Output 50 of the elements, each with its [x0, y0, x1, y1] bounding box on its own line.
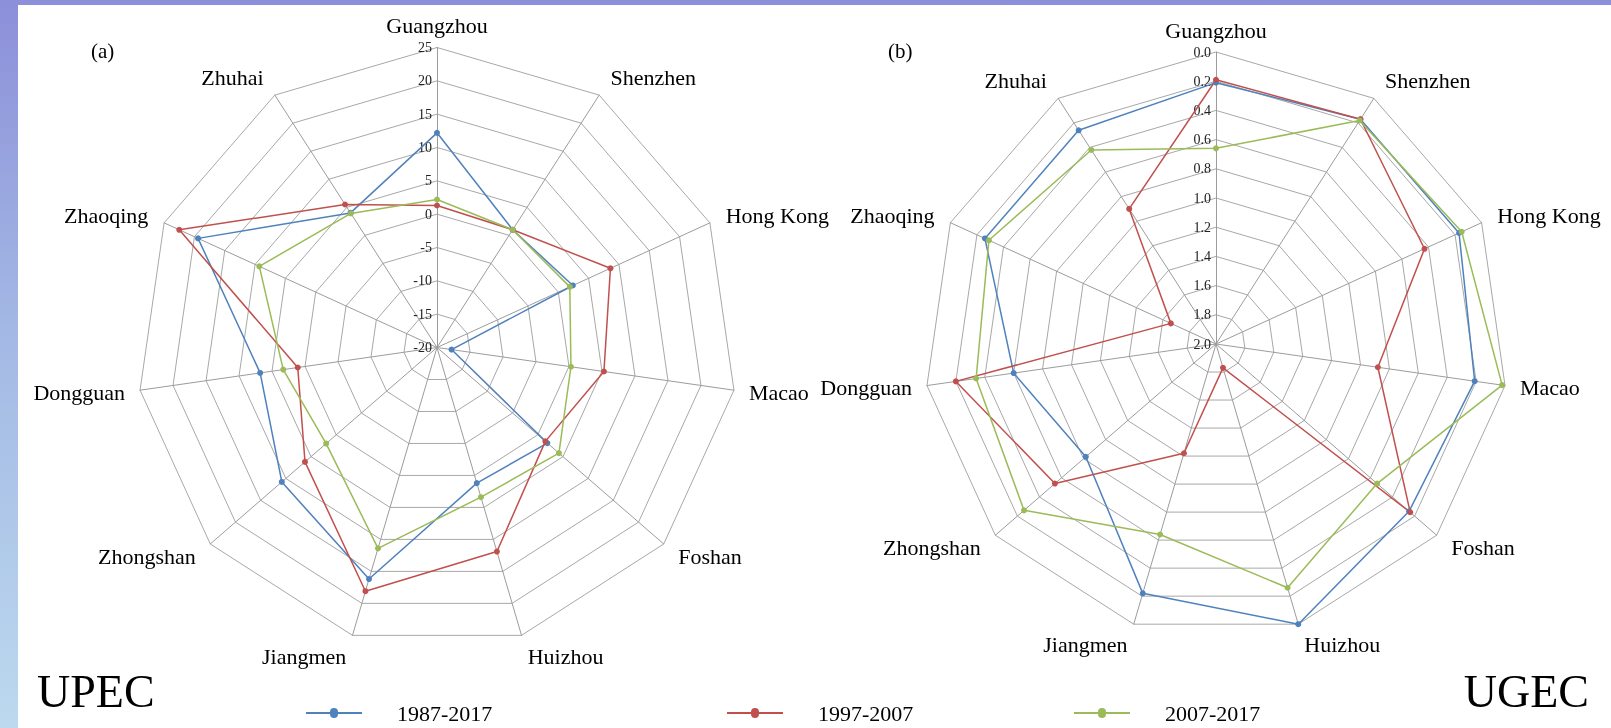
spoke-label: Dongguan — [33, 379, 126, 405]
y-tick-label: 0 — [425, 206, 432, 222]
text: (b) — [888, 38, 913, 63]
y-tick-label: 10 — [418, 140, 432, 155]
spoke-label: Jiangmen — [262, 643, 347, 669]
spoke-label: Hong Kong — [725, 203, 829, 229]
spoke-label: Zhaoqing — [64, 203, 149, 229]
spoke-label: Zhuhai — [984, 68, 1047, 94]
spoke-label: Huizhou — [527, 643, 604, 669]
legend-label: 1997-2007 — [818, 700, 914, 726]
spoke-label: Foshan — [678, 544, 742, 570]
y-tick-label: -5 — [420, 240, 432, 255]
text: (a) — [91, 38, 115, 63]
spoke-label: Zhuhai — [201, 65, 264, 91]
y-tick-label: 5 — [425, 173, 432, 189]
spoke-label: Macao — [748, 379, 809, 405]
text: UGEC — [1463, 665, 1589, 717]
y-tick-label: 0.8 — [1193, 161, 1211, 177]
spoke-label: Foshan — [1451, 535, 1515, 561]
y-tick-label: -20 — [413, 340, 432, 355]
spoke-label: Guangzhou — [1165, 17, 1267, 43]
y-tick-label: 0.4 — [1193, 102, 1211, 118]
y-tick-label: 1.4 — [1193, 248, 1211, 264]
legend-label: 2007-2017 — [1165, 700, 1261, 726]
spoke-label: Hong Kong — [1497, 203, 1601, 228]
y-tick-label: -10 — [413, 273, 432, 289]
y-tick-label: 1.0 — [1193, 190, 1211, 206]
spoke-label: Shenzhen — [610, 65, 696, 91]
spoke-label: Huizhou — [1304, 632, 1381, 658]
spoke-label: Shenzhen — [1385, 68, 1471, 94]
y-tick-label: 0.0 — [1193, 44, 1211, 60]
spoke-label: Dongguan — [820, 375, 912, 401]
spoke-label: Zhaoqing — [850, 203, 935, 228]
y-tick-label: 20 — [418, 73, 432, 89]
y-tick-label: 0.6 — [1193, 132, 1211, 148]
y-tick-label: 2.0 — [1193, 336, 1211, 352]
text: UPEC — [37, 665, 155, 717]
y-tick-label: 0.2 — [1193, 73, 1211, 89]
legend-label: 1987-2017 — [397, 700, 493, 726]
y-tick-label: 25 — [418, 40, 432, 55]
y-tick-label: 15 — [418, 106, 432, 122]
spoke-label: Jiangmen — [1043, 632, 1128, 658]
spoke-label: Zhongshan — [97, 544, 196, 570]
spoke-label: Macao — [1520, 375, 1580, 401]
spoke-label: Zhongshan — [883, 535, 981, 561]
spoke-label: Guangzhou — [386, 13, 488, 38]
y-tick-label: -15 — [413, 306, 432, 322]
y-tick-label: 1.6 — [1193, 278, 1211, 294]
y-tick-label: 1.8 — [1193, 307, 1211, 323]
y-tick-label: 1.2 — [1193, 219, 1211, 235]
